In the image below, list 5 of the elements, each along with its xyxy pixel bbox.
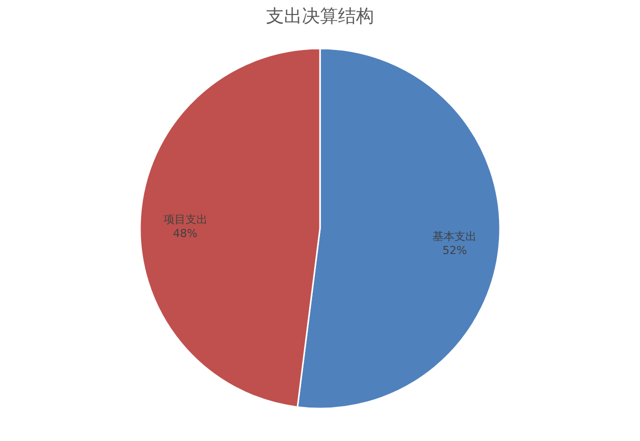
data-label: 52% bbox=[442, 244, 467, 257]
data-label: 48% bbox=[173, 227, 198, 240]
chart-title: 支出决算结构 bbox=[266, 6, 374, 27]
slice-label: 项目支出 bbox=[163, 213, 208, 226]
slice-label: 基本支出 bbox=[432, 230, 477, 243]
